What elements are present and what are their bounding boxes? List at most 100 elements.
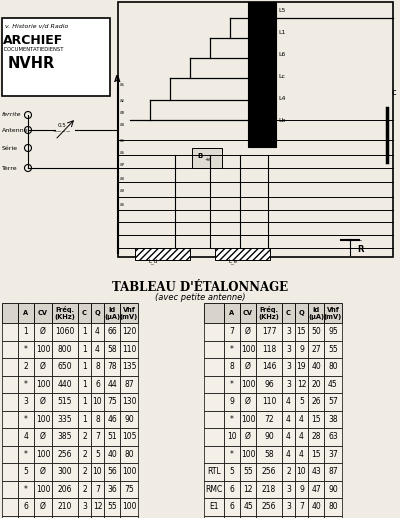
Text: 47: 47 — [311, 485, 321, 494]
Text: 100: 100 — [36, 345, 50, 354]
Bar — [18, 428, 34, 445]
Text: 3: 3 — [286, 502, 291, 511]
Text: 90: 90 — [124, 415, 134, 424]
Text: 3: 3 — [286, 362, 291, 371]
Text: ferrite: ferrite — [2, 112, 22, 118]
Bar — [78, 303, 91, 323]
Text: 1: 1 — [82, 327, 87, 336]
Bar — [2, 393, 18, 410]
Bar — [91, 445, 104, 463]
Text: 96: 96 — [264, 380, 274, 388]
Text: 110: 110 — [122, 345, 136, 354]
Bar — [324, 445, 342, 463]
Bar — [256, 358, 282, 376]
Bar — [18, 410, 34, 428]
Text: 130: 130 — [122, 397, 136, 406]
Bar — [78, 410, 91, 428]
Text: 4: 4 — [286, 397, 291, 406]
Bar — [18, 358, 34, 376]
Bar — [240, 515, 256, 518]
Text: 90: 90 — [264, 432, 274, 441]
Bar — [308, 340, 324, 358]
Bar — [240, 358, 256, 376]
Bar — [91, 303, 104, 323]
Bar — [52, 358, 78, 376]
Bar — [295, 515, 308, 518]
Text: 56: 56 — [107, 467, 117, 476]
Bar — [282, 303, 295, 323]
Text: 4: 4 — [95, 327, 100, 336]
Text: *: * — [230, 415, 234, 424]
Bar — [91, 498, 104, 515]
Bar — [324, 358, 342, 376]
Bar — [308, 463, 324, 481]
Bar — [18, 376, 34, 393]
Text: Q: Q — [299, 310, 304, 316]
Bar — [295, 428, 308, 445]
Bar — [120, 428, 138, 445]
Text: 2: 2 — [82, 432, 87, 441]
Bar — [2, 340, 18, 358]
Bar — [52, 498, 78, 515]
Bar — [240, 376, 256, 393]
Text: 75: 75 — [107, 397, 117, 406]
Bar — [224, 428, 240, 445]
Bar — [224, 463, 240, 481]
Text: E1: E1 — [209, 502, 219, 511]
Bar — [120, 340, 138, 358]
Bar — [282, 340, 295, 358]
Bar — [308, 303, 324, 323]
Text: 2: 2 — [24, 362, 28, 371]
Bar — [204, 445, 224, 463]
Text: RMC: RMC — [205, 485, 223, 494]
Text: 26: 26 — [311, 397, 321, 406]
Text: 9: 9 — [230, 397, 234, 406]
Bar — [295, 410, 308, 428]
Text: 650: 650 — [58, 362, 72, 371]
Bar — [91, 340, 104, 358]
Bar — [282, 428, 295, 445]
Bar — [204, 303, 224, 323]
Text: a₃: a₃ — [120, 109, 125, 114]
Bar — [34, 445, 52, 463]
Bar — [308, 323, 324, 340]
Text: 55: 55 — [243, 467, 253, 476]
Text: 3: 3 — [286, 485, 291, 494]
Text: 3: 3 — [286, 380, 291, 388]
Bar — [204, 515, 224, 518]
Bar — [78, 358, 91, 376]
Text: Q: Q — [95, 310, 100, 316]
Bar — [78, 445, 91, 463]
Bar — [104, 393, 120, 410]
Bar — [2, 303, 18, 323]
Text: a₂: a₂ — [120, 97, 125, 103]
Text: L4: L4 — [278, 95, 286, 100]
Bar — [282, 393, 295, 410]
Bar — [104, 303, 120, 323]
Text: (avec petite antenne): (avec petite antenne) — [155, 293, 245, 302]
Text: 46: 46 — [107, 415, 117, 424]
Text: 50: 50 — [311, 327, 321, 336]
Text: Lc: Lc — [278, 74, 285, 79]
Bar — [224, 445, 240, 463]
Bar — [282, 515, 295, 518]
Bar — [78, 340, 91, 358]
Bar — [91, 358, 104, 376]
Text: 2: 2 — [286, 467, 291, 476]
Text: L5: L5 — [278, 7, 285, 12]
Bar — [104, 358, 120, 376]
Bar — [324, 303, 342, 323]
Bar — [240, 323, 256, 340]
Bar — [91, 376, 104, 393]
Text: 177: 177 — [262, 327, 276, 336]
Bar — [308, 393, 324, 410]
Text: 120: 120 — [122, 327, 136, 336]
Text: CV: CV — [243, 310, 253, 316]
Bar — [308, 358, 324, 376]
Text: 1: 1 — [82, 345, 87, 354]
Text: 3: 3 — [286, 327, 291, 336]
Text: 36: 36 — [107, 485, 117, 494]
Text: L_e: L_e — [228, 258, 238, 264]
Bar — [78, 481, 91, 498]
Bar — [308, 515, 324, 518]
